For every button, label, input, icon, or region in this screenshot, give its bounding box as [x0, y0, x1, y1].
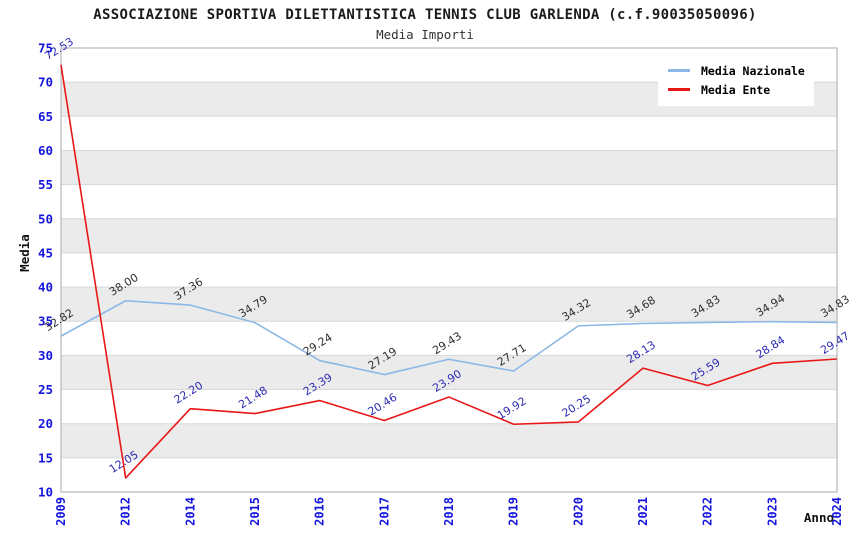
y-tick-label: 50 — [38, 211, 53, 226]
y-tick-label: 70 — [38, 75, 53, 90]
grid-band — [61, 423, 837, 458]
grid-band — [61, 287, 837, 322]
grid-band — [61, 355, 837, 390]
x-tick-label: 2018 — [442, 497, 456, 526]
x-tick-label: 2019 — [507, 497, 521, 526]
grid-band — [61, 252, 837, 288]
legend: Media Nazionale Media Ente — [658, 54, 814, 106]
x-tick-label: 2024 — [830, 497, 844, 526]
y-tick-label: 75 — [38, 41, 53, 56]
y-tick-label: 35 — [38, 314, 53, 329]
grid-band — [61, 389, 837, 424]
grid-band — [61, 116, 837, 151]
nazionale-line-swatch-icon — [668, 69, 690, 72]
grid-band — [61, 218, 837, 253]
chart-title: ASSOCIAZIONE SPORTIVA DILETTANTISTICA TE… — [93, 7, 757, 23]
x-tick-label: 2014 — [183, 497, 197, 526]
legend-item-media-nazionale: Media Nazionale — [668, 61, 814, 80]
y-axis-title: Media — [17, 234, 32, 272]
x-tick-label: 2009 — [54, 497, 68, 526]
legend-item-media-ente: Media Ente — [668, 80, 814, 99]
plot-border — [60, 47, 838, 493]
y-tick-label: 40 — [38, 280, 53, 295]
chart-subtitle: Media Importi — [376, 27, 474, 42]
grid-band — [61, 457, 837, 492]
y-tick-label: 30 — [38, 348, 53, 363]
legend-label-media-nazionale: Media Nazionale — [701, 63, 805, 78]
x-tick-label: 2017 — [377, 497, 391, 526]
x-tick-label: 2015 — [248, 497, 262, 526]
legend-label-media-ente: Media Ente — [701, 82, 771, 97]
x-tick-label: 2023 — [765, 497, 779, 526]
y-tick-label: 65 — [38, 109, 53, 124]
x-tick-label: 2020 — [571, 497, 585, 526]
y-tick-label: 20 — [38, 416, 53, 431]
grid-band — [61, 321, 837, 356]
x-tick-label: 2022 — [701, 497, 715, 526]
y-tick-label: 55 — [38, 177, 53, 192]
y-tick-label: 25 — [38, 382, 53, 397]
ente-line-swatch-icon — [668, 88, 690, 91]
y-tick-label: 15 — [38, 450, 53, 465]
y-tick-label: 60 — [38, 143, 53, 158]
series-line-media-nazionale — [60, 299, 838, 376]
y-tick-label: 10 — [38, 485, 53, 500]
x-tick-label: 2021 — [636, 497, 650, 526]
x-tick-label: 2016 — [313, 497, 327, 526]
grid-band — [61, 150, 837, 185]
y-tick-label: 45 — [38, 245, 53, 260]
grid-band — [61, 184, 837, 219]
series-line-media-ente — [60, 64, 838, 479]
x-tick-label: 2012 — [119, 497, 133, 526]
x-axis-title: Anno — [803, 510, 834, 525]
